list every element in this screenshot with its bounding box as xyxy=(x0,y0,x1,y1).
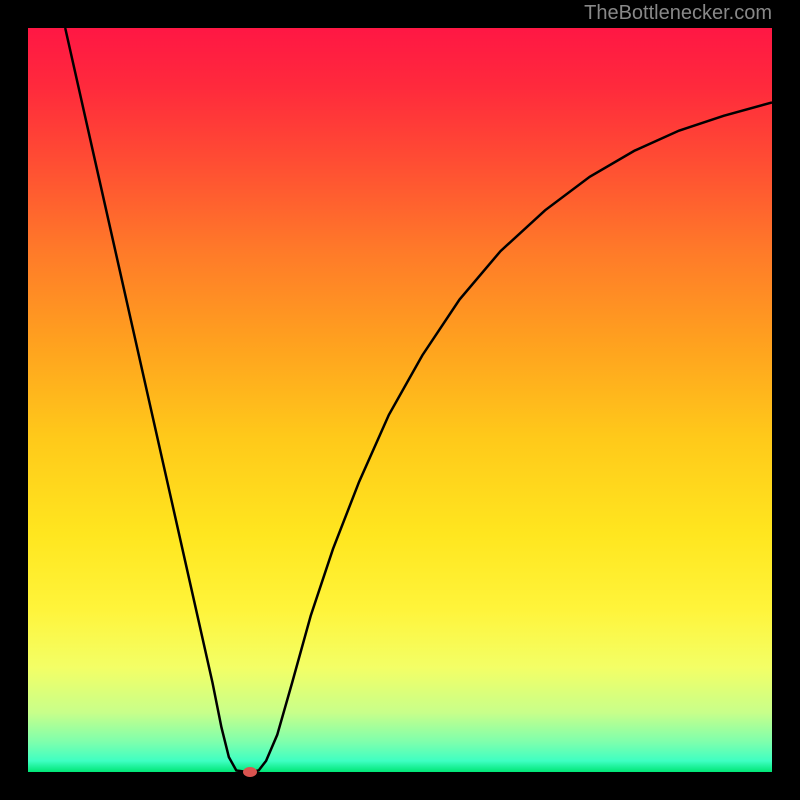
chart-container: TheBottlenecker.com xyxy=(0,0,800,800)
watermark-text: TheBottlenecker.com xyxy=(584,2,772,25)
curve-line xyxy=(28,28,772,772)
minimum-marker xyxy=(243,767,257,777)
plot-area xyxy=(28,28,772,772)
